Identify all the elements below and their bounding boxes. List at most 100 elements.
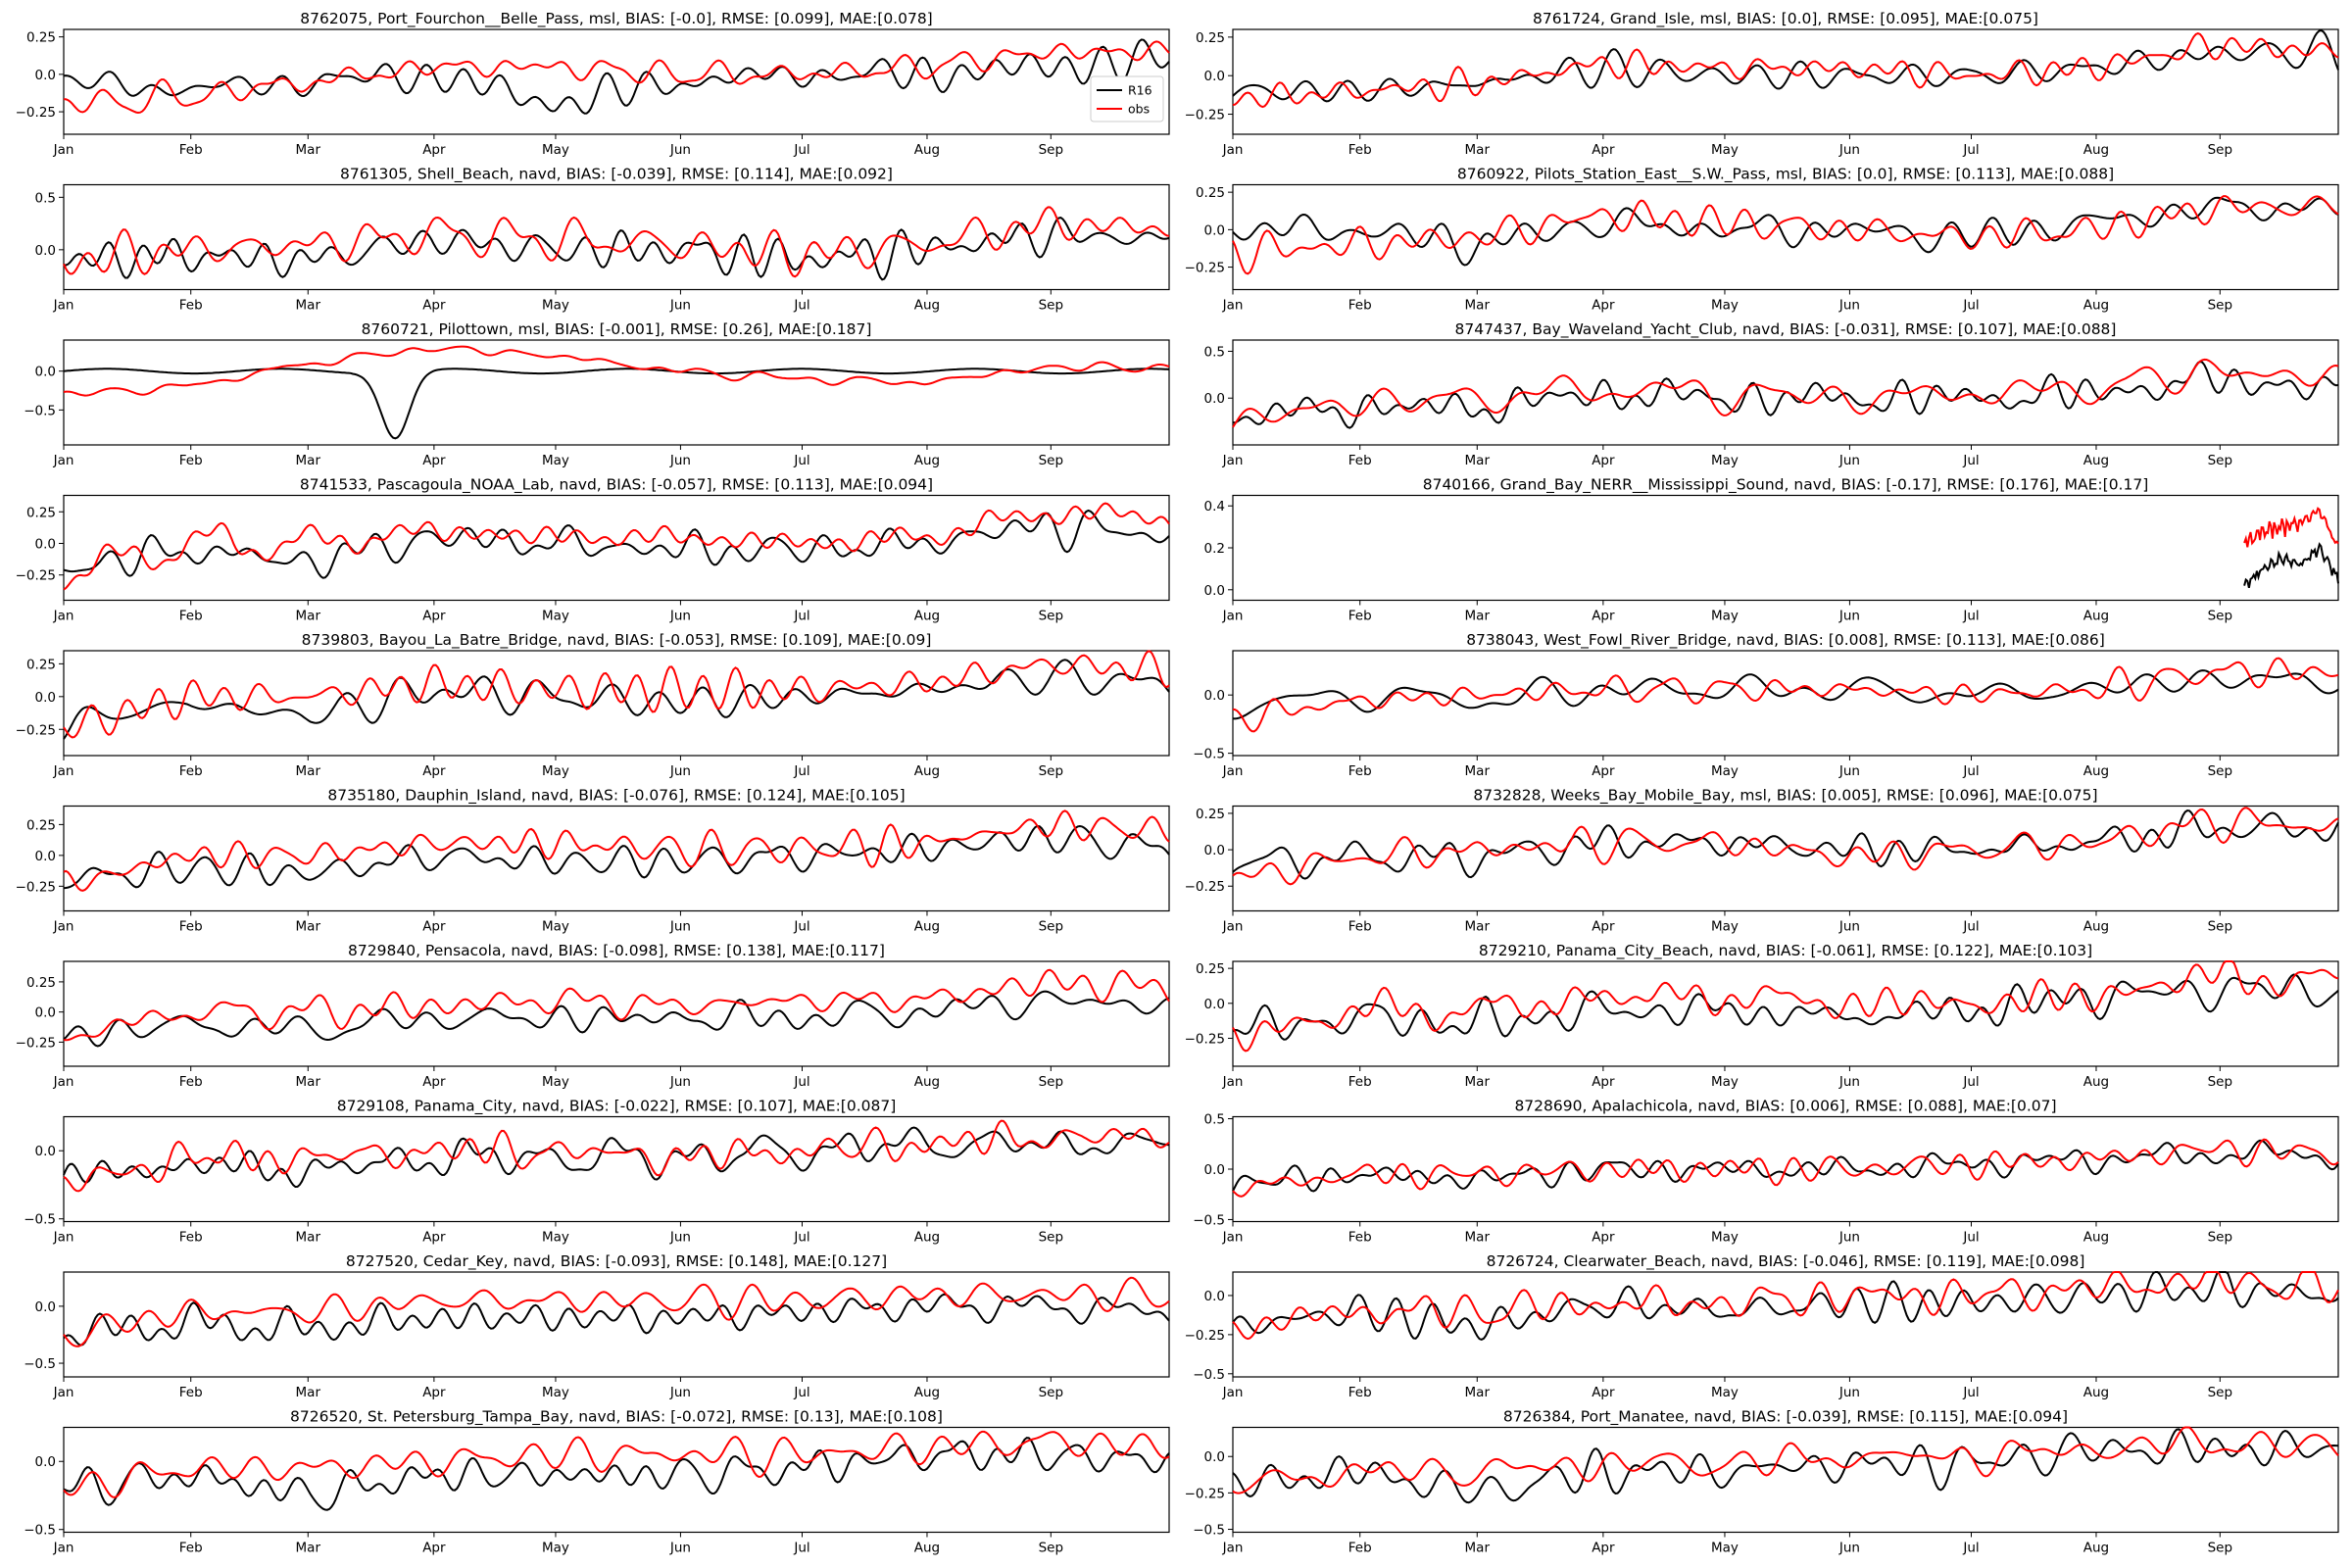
x-tick-label: Mar	[1465, 298, 1491, 314]
series-line-obs	[63, 968, 1170, 1042]
x-tick-label: Jul	[1962, 453, 1979, 468]
x-tick-label: Feb	[1348, 1230, 1372, 1246]
x-tick-label: Jul	[793, 142, 809, 158]
x-tick-label: Aug	[2083, 919, 2109, 935]
subplot: 8761724, Grand_Isle, msl, BIAS: [0.0], R…	[1185, 10, 2339, 158]
x-tick-label: Mar	[296, 142, 321, 158]
x-tick-label: Apr	[422, 763, 446, 779]
subplot-title: 8760721, Pilottown, msl, BIAS: [-0.001],…	[362, 320, 872, 338]
axes-frame	[1232, 28, 2339, 135]
x-tick-label: Mar	[296, 609, 321, 624]
series-line-obs	[1232, 657, 2339, 733]
x-tick-label: Aug	[914, 763, 940, 779]
axes-frame	[1232, 805, 2339, 912]
x-tick-label: Mar	[296, 298, 321, 314]
x-tick-label: Mar	[296, 453, 321, 468]
axes-frame	[63, 1271, 1170, 1378]
y-tick-label: 0.0	[1204, 1449, 1225, 1465]
y-tick-label: −0.5	[1193, 747, 1225, 762]
x-tick-label: May	[542, 1230, 569, 1246]
series-line-obs	[63, 809, 1170, 892]
x-tick-label: Aug	[914, 1230, 940, 1246]
x-tick-label: Apr	[1592, 1230, 1615, 1246]
x-tick-label: Jan	[1222, 298, 1244, 314]
x-tick-label: Mar	[296, 1541, 321, 1556]
x-tick-label: Sep	[2208, 1541, 2232, 1556]
x-tick-label: Mar	[1465, 453, 1491, 468]
x-tick-label: Jul	[793, 1074, 809, 1090]
x-tick-label: Feb	[1348, 919, 1372, 935]
x-tick-label: Aug	[2083, 763, 2109, 779]
y-tick-label: 0.0	[35, 365, 56, 380]
x-tick-label: Mar	[1465, 1230, 1491, 1246]
x-tick-label: Apr	[1592, 298, 1615, 314]
y-tick-label: 0.0	[1204, 843, 1225, 858]
x-tick-label: Jun	[1838, 919, 1860, 935]
subplot: 8726384, Port_Manatee, navd, BIAS: [-0.0…	[1185, 1408, 2339, 1556]
axes-frame	[63, 650, 1170, 757]
x-tick-label: Jul	[793, 1541, 809, 1556]
x-tick-label: Jul	[1962, 1541, 1979, 1556]
subplot: 8726724, Clearwater_Beach, navd, BIAS: […	[1185, 1252, 2339, 1400]
x-tick-label: May	[1711, 1385, 1739, 1400]
x-tick-label: Sep	[2208, 1230, 2232, 1246]
y-tick-label: 0.0	[1204, 583, 1225, 599]
x-tick-label: Sep	[2208, 453, 2232, 468]
axes-frame	[1232, 183, 2339, 291]
axes-frame	[1232, 1426, 2339, 1534]
y-tick-label: 0.25	[26, 657, 56, 672]
y-tick-label: −0.25	[1185, 108, 1225, 123]
subplot: 8727520, Cedar_Key, navd, BIAS: [-0.093]…	[24, 1252, 1170, 1400]
x-tick-label: Jan	[53, 142, 74, 158]
x-tick-label: Jun	[669, 453, 691, 468]
x-tick-label: Feb	[1348, 609, 1372, 624]
x-tick-label: May	[1711, 1541, 1739, 1556]
subplot: 8732828, Weeks_Bay_Mobile_Bay, msl, BIAS…	[1185, 787, 2339, 935]
y-tick-label: 0.25	[26, 505, 56, 520]
y-tick-label: 0.0	[35, 1144, 56, 1159]
x-tick-label: Mar	[1465, 919, 1491, 935]
x-tick-label: Feb	[179, 142, 203, 158]
subplot: 8760922, Pilots_Station_East__S.W._Pass,…	[1185, 166, 2339, 314]
series-line-R16	[1232, 29, 2339, 103]
x-tick-label: Jan	[53, 1074, 74, 1090]
x-tick-label: Aug	[914, 919, 940, 935]
subplot: 8728690, Apalachicola, navd, BIAS: [0.00…	[1193, 1098, 2339, 1246]
series-line-R16	[63, 368, 1170, 440]
x-tick-label: Apr	[1592, 1074, 1615, 1090]
x-tick-label: Mar	[1465, 1385, 1491, 1400]
x-tick-label: Apr	[422, 1074, 446, 1090]
y-tick-label: 0.0	[35, 68, 56, 83]
x-tick-label: Jul	[793, 609, 809, 624]
x-tick-label: Aug	[2083, 1074, 2109, 1090]
subplot: 8762075, Port_Fourchon__Belle_Pass, msl,…	[16, 10, 1170, 158]
x-tick-label: Aug	[914, 298, 940, 314]
x-tick-label: Sep	[1039, 1385, 1063, 1400]
axes-frame	[1232, 494, 2339, 602]
y-tick-label: −0.5	[24, 1356, 56, 1372]
y-tick-label: −0.25	[16, 879, 56, 895]
x-tick-label: Mar	[296, 1230, 321, 1246]
x-tick-label: Apr	[1592, 453, 1615, 468]
x-tick-label: Aug	[2083, 453, 2109, 468]
x-tick-label: Jun	[669, 609, 691, 624]
subplot-title: 8729108, Panama_City, navd, BIAS: [-0.02…	[337, 1098, 897, 1116]
x-tick-label: Apr	[422, 298, 446, 314]
series-line-obs	[63, 502, 1170, 591]
y-tick-label: 0.0	[1204, 69, 1225, 84]
x-tick-label: Jun	[1838, 763, 1860, 779]
series-line-obs	[2243, 507, 2339, 548]
series-line-R16	[63, 217, 1170, 281]
y-tick-label: 0.25	[26, 30, 56, 46]
x-tick-label: Jun	[1838, 1074, 1860, 1090]
x-tick-label: Sep	[1039, 609, 1063, 624]
x-tick-label: Apr	[422, 1230, 446, 1246]
series-line-R16	[1232, 360, 2339, 429]
y-tick-label: 0.0	[35, 1299, 56, 1315]
x-tick-label: Jul	[793, 763, 809, 779]
subplot-title: 8741533, Pascagoula_NOAA_Lab, navd, BIAS…	[300, 476, 933, 495]
x-tick-label: Sep	[2208, 1385, 2232, 1400]
x-tick-label: Feb	[179, 298, 203, 314]
x-tick-label: Feb	[1348, 1385, 1372, 1400]
x-tick-label: Aug	[2083, 298, 2109, 314]
